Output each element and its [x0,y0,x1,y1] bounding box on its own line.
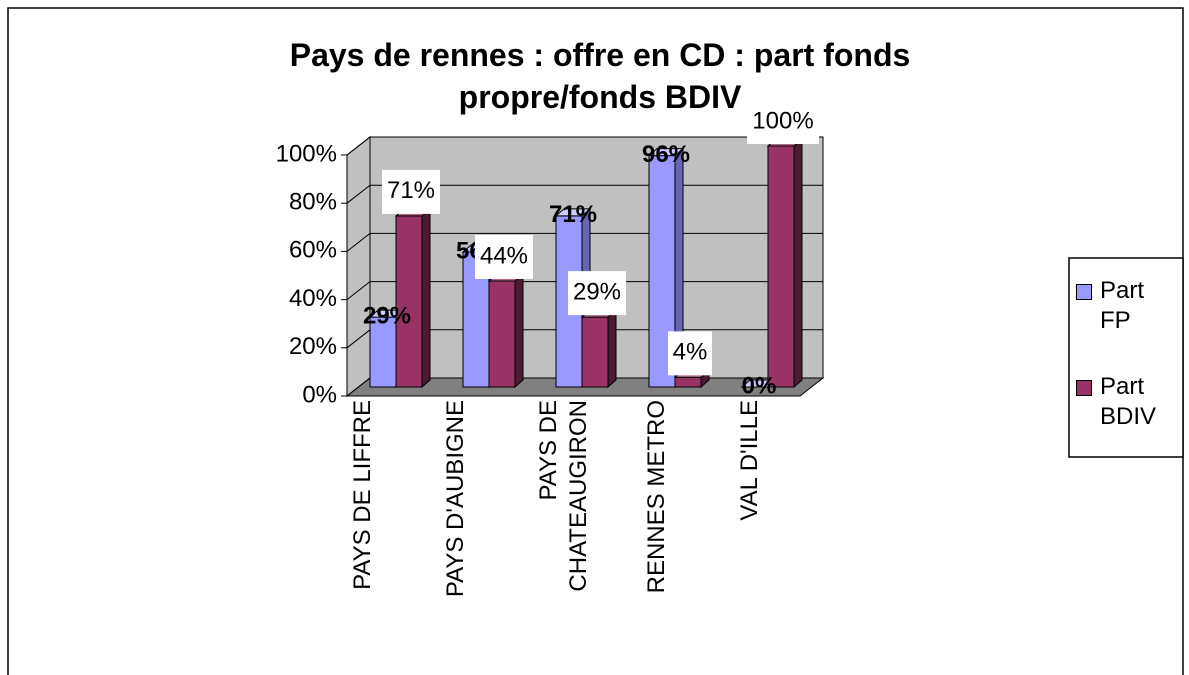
y-tick-label: 100% [276,140,337,167]
bar [488,280,516,388]
bar-side [421,207,431,389]
value-label-box [475,234,533,279]
value-label: 29% [573,278,621,305]
x-tick-label: PAYS DE LIFFRE [349,400,376,590]
x-tick-label: PAYS D'AUBIGNE [442,400,469,598]
legend-swatch [1076,284,1092,300]
value-label: 71% [549,201,597,228]
bar [767,145,795,388]
value-label: 71% [387,177,435,204]
value-label-box [747,100,819,144]
x-tick-label: VAL D'ILLE [736,400,763,521]
bar [369,316,397,388]
chart-title: Pays de rennes : offre en CD : part fond… [289,37,911,115]
value-label: 29% [363,302,411,329]
x-tick-label: RENNES METRO [643,400,670,594]
bar-side [514,272,524,389]
bar [395,215,423,388]
bar-top [647,148,685,157]
bar-top [554,208,592,217]
bar-side [607,309,617,389]
bar [674,376,702,388]
bar [581,316,609,388]
value-label-box [668,331,712,376]
value-label: 100% [752,107,813,134]
y-tick-label: 20% [289,333,337,360]
value-label-box [382,169,440,214]
y-tick-label: 80% [289,189,337,216]
value-label: 0% [742,372,777,399]
x-tick-label: PAYS DE CHATEAUGIRON [535,400,592,592]
side-wall [346,135,371,398]
y-tick-label: 40% [289,285,337,312]
value-label: 4% [673,339,708,366]
legend-swatch [1076,380,1092,396]
grid-line [346,136,823,156]
value-label: 44% [480,242,528,269]
value-label: 96% [642,141,690,168]
legend-label: Part FP [1100,277,1145,334]
bar-side [793,137,803,389]
y-tick-label: 0% [302,381,337,408]
y-tick-label: 60% [289,237,337,264]
legend-label: Part BDIV [1100,373,1157,430]
value-label-box [568,271,626,316]
